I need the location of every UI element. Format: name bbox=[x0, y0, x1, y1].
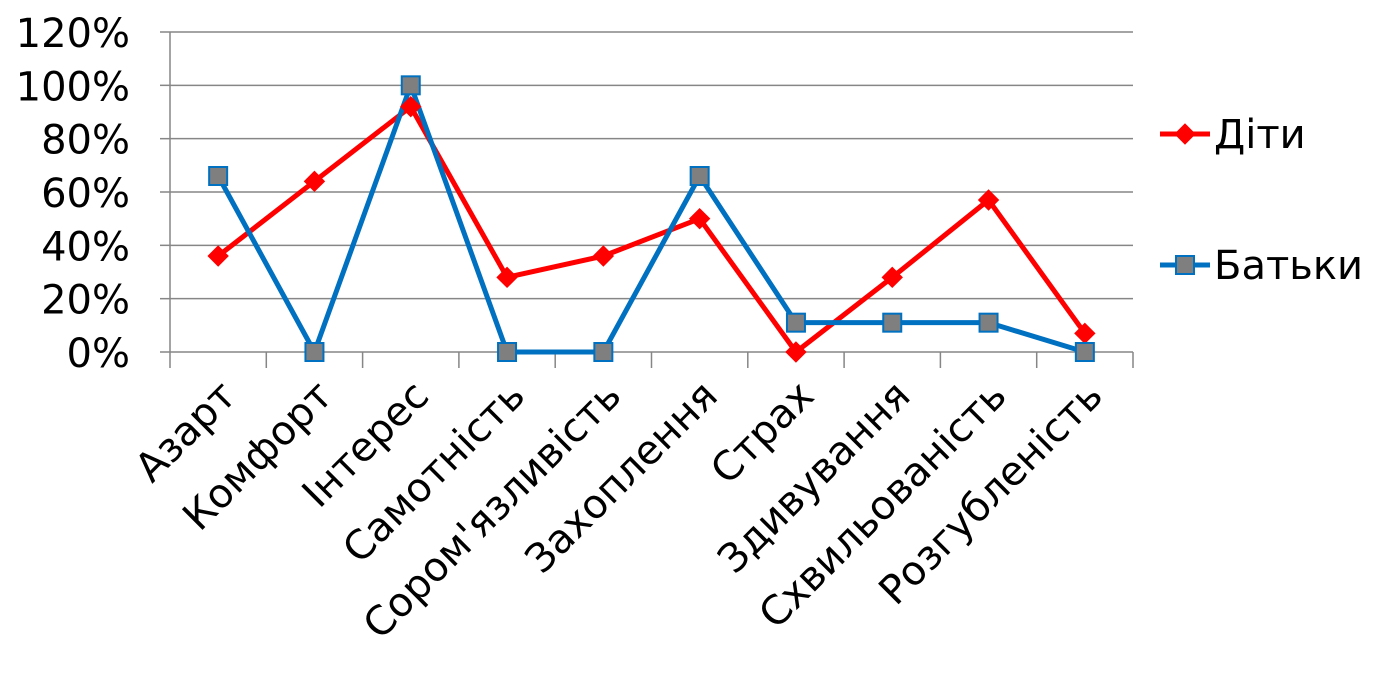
data-point-square bbox=[593, 342, 614, 362]
data-point-square bbox=[882, 312, 903, 333]
axes bbox=[160, 31, 1134, 368]
series-markers bbox=[207, 75, 1096, 363]
y-tick-label: 0% bbox=[67, 331, 130, 377]
x-axis-category-labels: АзартКомфортІнтересСамотністьСором'язлив… bbox=[127, 373, 1112, 649]
data-point-square bbox=[689, 166, 710, 186]
data-point-square bbox=[400, 75, 421, 96]
gridlines bbox=[170, 31, 1133, 300]
y-tick-label: 60% bbox=[41, 171, 130, 217]
data-point-square bbox=[304, 342, 325, 362]
y-tick-label: 100% bbox=[16, 64, 130, 110]
data-point-diamond bbox=[207, 245, 229, 267]
y-axis-tick-labels: 0% 20% 40% 60% 80% 100% 120% bbox=[16, 11, 130, 377]
data-point-diamond bbox=[881, 266, 903, 289]
data-point-diamond bbox=[688, 207, 711, 230]
data-point-diamond bbox=[977, 189, 1000, 211]
data-point-square bbox=[497, 342, 518, 362]
data-point-diamond bbox=[592, 245, 615, 267]
series-line-1 bbox=[215, 82, 1086, 355]
data-point-diamond bbox=[785, 341, 807, 363]
y-tick-label: 20% bbox=[41, 278, 130, 324]
y-tick-label: 40% bbox=[41, 224, 130, 270]
data-point-square bbox=[978, 312, 999, 333]
data-point-diamond bbox=[496, 266, 518, 289]
y-tick-label: 120% bbox=[16, 11, 130, 57]
data-point-diamond bbox=[303, 170, 326, 193]
data-point-diamond bbox=[400, 95, 422, 118]
y-tick-label: 80% bbox=[41, 118, 130, 164]
data-point-square bbox=[1074, 342, 1095, 362]
series-lines bbox=[215, 82, 1087, 355]
data-point-square bbox=[208, 166, 229, 186]
series-line-0 bbox=[216, 104, 1087, 355]
legend-label: Батьки bbox=[1214, 243, 1363, 289]
legend: Діти Батьки bbox=[1160, 112, 1363, 289]
legend-label: Діти bbox=[1214, 112, 1306, 158]
legend-marker-square bbox=[1175, 255, 1195, 275]
legend-marker-diamond bbox=[1174, 123, 1196, 145]
data-point-square bbox=[785, 312, 806, 333]
